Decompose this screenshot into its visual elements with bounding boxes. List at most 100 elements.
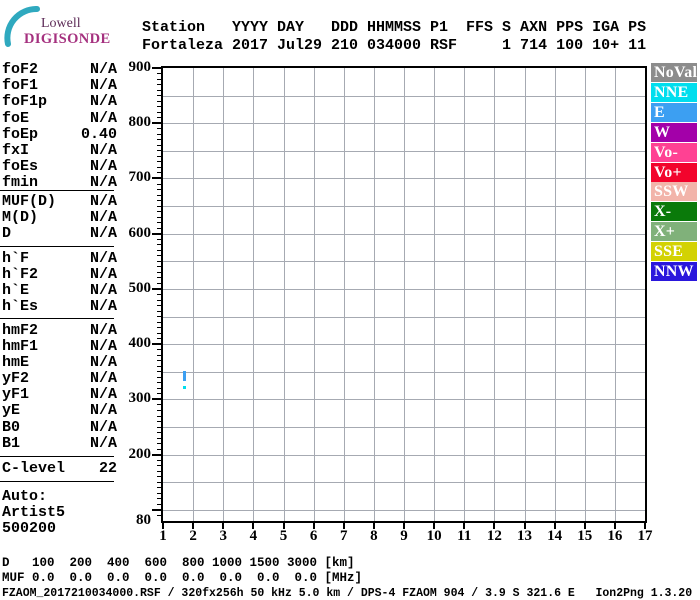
analysis-info-line: 500200 xyxy=(2,520,57,538)
plot-gridline-vertical xyxy=(283,68,285,521)
plot-gridline-horizontal xyxy=(163,288,645,290)
param-label: foE xyxy=(2,109,30,127)
plot-gridline-vertical xyxy=(404,68,405,521)
y-axis-minor-tick xyxy=(157,487,161,489)
legend-item-w: W xyxy=(651,122,697,142)
y-axis-minor-tick xyxy=(157,437,161,439)
y-axis-major-tick xyxy=(152,177,161,180)
param-label: hmE xyxy=(2,353,30,371)
y-axis-tick-label: 500 xyxy=(128,279,152,296)
param-value: N/A xyxy=(89,418,117,436)
param-group: C-level 22 xyxy=(2,460,117,477)
x-axis-tick-label: 14 xyxy=(547,528,563,544)
param-label: fmin xyxy=(2,174,39,192)
param-separator xyxy=(0,190,114,191)
y-axis-minor-tick xyxy=(157,305,161,307)
y-axis-minor-tick xyxy=(157,128,161,130)
param-label: hmF1 xyxy=(2,337,39,355)
param-row: hmF2 N/A xyxy=(2,321,117,339)
legend-item-vo: Vo+ xyxy=(651,162,697,182)
x-axis-tick-label: 1 xyxy=(159,528,167,544)
x-axis-tick-label: 7 xyxy=(340,528,348,544)
x-axis-tick-label: 2 xyxy=(189,528,197,544)
x-axis-tick xyxy=(493,523,496,529)
y-axis-minor-tick xyxy=(157,294,161,295)
y-axis-minor-tick xyxy=(157,349,161,351)
param-row: foEs N/A xyxy=(2,158,117,175)
plot-gridline-horizontal xyxy=(163,316,645,318)
param-value: N/A xyxy=(89,370,117,388)
plot-gridline-vertical xyxy=(434,68,436,521)
param-value: N/A xyxy=(89,225,117,243)
y-axis-minor-tick xyxy=(157,360,161,362)
x-axis-tick-label: 4 xyxy=(249,528,258,544)
lowell-digisonde-logo: Lowell DIGISONDE xyxy=(4,6,111,47)
param-separator xyxy=(0,246,114,247)
param-label: h`Es xyxy=(2,298,39,316)
plot-gridline-horizontal xyxy=(163,123,645,125)
param-label: foF1 xyxy=(2,77,39,95)
y-axis-minor-tick xyxy=(157,211,161,213)
param-label: foF1p xyxy=(2,93,48,111)
plot-gridline-horizontal xyxy=(163,482,645,484)
param-label: D xyxy=(2,225,12,243)
y-axis-minor-tick xyxy=(157,78,161,80)
muf-row: MUF 0.0 0.0 0.0 0.0 0.0 0.0 0.0 0.0 [MHz… xyxy=(2,571,363,585)
y-axis-minor-tick xyxy=(157,106,161,108)
y-axis-minor-tick xyxy=(157,200,161,202)
y-axis-minor-tick xyxy=(157,410,161,411)
plot-grid-layer xyxy=(163,68,645,521)
logo-digisonde-text: DIGISONDE xyxy=(24,31,111,47)
y-axis-minor-tick xyxy=(157,282,161,284)
plot-gridline-horizontal xyxy=(163,344,645,346)
y-axis-minor-tick xyxy=(157,150,161,152)
y-axis-minor-tick xyxy=(157,227,161,229)
param-label: yF1 xyxy=(2,386,30,404)
y-axis-minor-tick xyxy=(157,327,161,329)
param-value: N/A xyxy=(89,209,117,227)
x-axis-tick xyxy=(613,523,616,529)
header-column-titles: Station YYYY DAY DDD HHMMSS P1 FFS S AXN… xyxy=(142,19,647,36)
x-axis-tick xyxy=(192,523,195,529)
plot-gridline-vertical xyxy=(614,68,616,521)
plot-gridline-horizontal xyxy=(163,454,645,456)
y-axis-minor-tick xyxy=(157,111,161,113)
param-value: N/A xyxy=(89,321,117,339)
y-axis-minor-tick xyxy=(157,316,161,318)
param-row: C-level 22 xyxy=(2,460,117,477)
param-row: h`E N/A xyxy=(2,281,117,299)
plot-gridline-horizontal xyxy=(163,206,645,208)
y-axis-major-tick xyxy=(152,398,161,401)
y-axis-minor-tick xyxy=(157,387,161,389)
param-row: fmin N/A xyxy=(2,174,117,192)
y-axis-minor-tick xyxy=(157,255,161,257)
x-axis-tick xyxy=(372,523,375,529)
y-axis-minor-tick xyxy=(157,183,161,185)
legend-item-noval: NoVal xyxy=(651,63,697,82)
param-row: yE N/A xyxy=(2,402,117,419)
y-axis-minor-tick xyxy=(157,310,161,312)
x-axis-tick xyxy=(523,523,526,529)
param-row: MUF(D) N/A xyxy=(2,193,117,210)
plot-gridline-vertical xyxy=(464,68,466,521)
param-row: hmF1 N/A xyxy=(2,337,117,355)
param-group: hmF2 N/A hmF1 N/A hmE N/A yF2 N/A yF1 N/A yE N/A B0 N… xyxy=(2,322,117,452)
y-axis-minor-tick xyxy=(157,465,161,467)
plot-gridline-horizontal xyxy=(163,261,645,263)
plot-gridline-vertical xyxy=(313,68,315,521)
y-axis-minor-tick xyxy=(157,421,161,423)
param-label: B1 xyxy=(2,434,21,452)
y-axis-minor-tick xyxy=(157,144,161,146)
param-row: D N/A xyxy=(2,225,117,243)
y-axis-minor-tick xyxy=(157,299,161,301)
y-axis-minor-tick xyxy=(157,100,161,102)
y-axis-minor-tick xyxy=(157,189,161,191)
file-info-footer: FZAOM_2017210034000.RSF / 320fx256h 50 k… xyxy=(2,587,693,600)
analysis-info-line: Artist5 xyxy=(2,504,66,522)
x-axis-tick-label: 15 xyxy=(577,528,593,544)
param-value: N/A xyxy=(89,281,117,299)
y-axis-minor-tick xyxy=(157,371,161,373)
y-axis-minor-tick xyxy=(157,139,161,141)
plot-gridline-vertical xyxy=(253,68,255,521)
